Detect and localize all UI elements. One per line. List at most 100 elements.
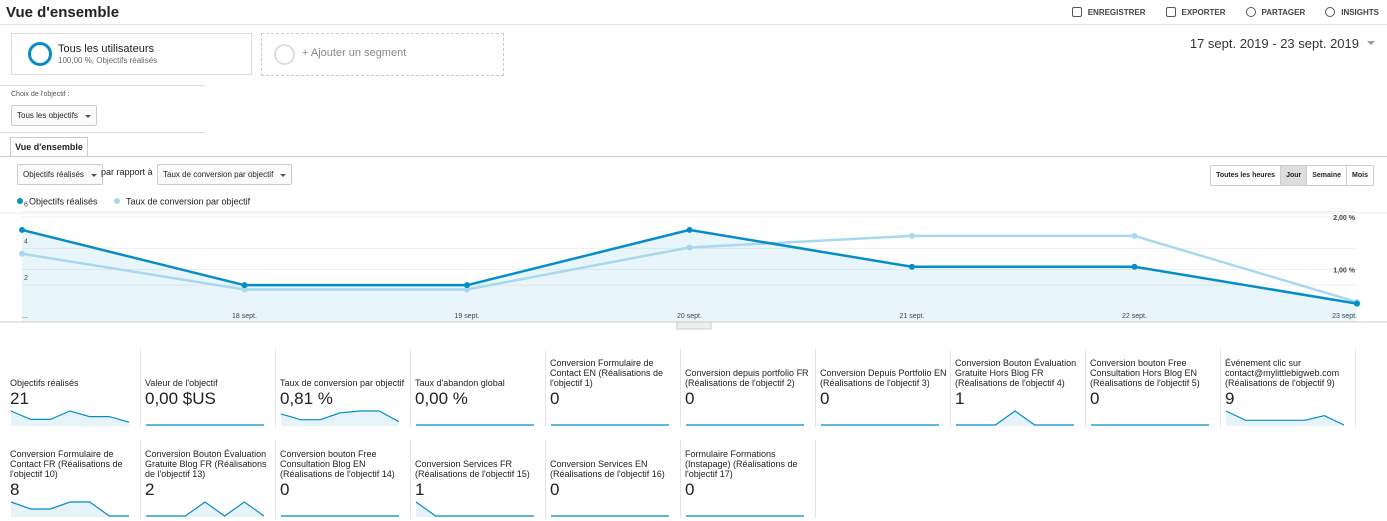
scorecard-value: 0,81 % [280, 389, 333, 408]
point [241, 286, 248, 293]
divider [0, 132, 205, 133]
point [241, 282, 248, 289]
sparkline [1091, 424, 1209, 426]
point [686, 244, 693, 251]
scorecard-label: Conversion Bouton Évaluation Gratuite Bl… [145, 449, 267, 479]
x-tick-label: ... [22, 313, 28, 320]
period-button[interactable]: Toutes les heures [1211, 166, 1281, 185]
scorecard: Conversion bouton Free Consultation Hors… [1090, 349, 1221, 427]
add-segment[interactable]: + Ajouter un segment [261, 33, 504, 76]
scorecard: Événement clic sur contact@mylittlebigwe… [1225, 349, 1356, 427]
y-tick-label: 6 [24, 202, 28, 209]
scorecard: Conversion Depuis Portfolio EN (Réalisat… [820, 349, 951, 427]
versus-label: par rapport à [101, 167, 153, 177]
scorecard-label: Conversion Services FR (Réalisations de … [415, 459, 530, 479]
scorecard-label: Formulaire Formations (Instapage) (Réali… [685, 449, 798, 479]
sparkline [10, 501, 129, 517]
action[interactable]: PARTAGER [1245, 7, 1306, 17]
y-tick-label: 4 [24, 238, 28, 245]
goal-label: Choix de l'objectif : [11, 91, 70, 98]
point [1131, 232, 1138, 239]
point [1354, 300, 1360, 307]
action-label: ENREGISTRER [1087, 7, 1146, 17]
segment-icon [28, 42, 52, 66]
scorecard-label: Valeur de l'objectif [145, 378, 218, 388]
divider [0, 156, 1387, 157]
sparkline [415, 501, 534, 517]
scorecard: Conversion Bouton Évaluation Gratuite Bl… [145, 440, 276, 518]
sparkline-area [146, 502, 264, 517]
scorecard-value: 0 [820, 389, 830, 408]
segment-icon [274, 44, 295, 65]
scorecard-value: 2 [145, 480, 155, 499]
sparkline-area [11, 411, 129, 426]
sparkline [956, 410, 1074, 426]
point [19, 250, 25, 257]
tab[interactable]: Vue d'ensemble [10, 137, 88, 157]
scorecard: Conversion Services EN (Réalisations de … [550, 440, 681, 518]
period-button[interactable]: Jour [1280, 166, 1307, 185]
scorecard: Conversion Services FR (Réalisations de … [415, 440, 546, 518]
scorecard-label: Conversion Services EN (Réalisations de … [550, 459, 665, 479]
action-label: EXPORTER [1181, 7, 1226, 17]
scorecard: Objectifs réalisés 21 [10, 349, 141, 427]
sparkline-area [416, 502, 534, 517]
page-title: Vue d'ensemble [6, 4, 120, 21]
actions: ENREGISTRER EXPORTER PARTAGER INSIGHTS [1071, 7, 1379, 17]
period-button[interactable]: Mois [1346, 166, 1373, 185]
add-segment-label: + Ajouter un segment [302, 47, 407, 59]
action-label: PARTAGER [1261, 7, 1306, 17]
point [909, 232, 915, 239]
period-switch: Toutes les heures Jour Semaine Mois [1210, 165, 1374, 186]
sparkline-area [11, 502, 129, 517]
scorecard-label: Conversion Formulaire de Contact FR (Réa… [10, 449, 123, 479]
x-tick-label: 18 sept. [232, 313, 257, 320]
y2-tick-label: 2,00 % [1333, 215, 1356, 222]
scorecard: Taux d'abandon global 0,00 % [415, 349, 546, 427]
point [19, 226, 25, 233]
scorecard-value: 0 [685, 480, 695, 499]
scorecard-label: Conversion Formulaire de Contact EN (Réa… [550, 358, 664, 388]
scorecard-value: 8 [10, 480, 20, 499]
scorecard: Taux de conversion par objectif 0,81 % [280, 349, 411, 427]
sparkline-line [10, 501, 129, 517]
sparkline-line [956, 410, 1074, 426]
scorecard-value: 1 [415, 480, 425, 499]
y-tick-label: 2 [24, 275, 28, 282]
scorecard-label: Conversion bouton Free Consultation Hors… [1090, 358, 1200, 388]
metric-dropdown[interactable]: Objectifs réalisés [17, 164, 103, 185]
action[interactable]: EXPORTER [1165, 7, 1226, 17]
sparkline [686, 424, 804, 426]
segment[interactable]: Tous les utilisateurs 100,00 %, Objectif… [11, 33, 252, 75]
scorecard-value: 1 [955, 389, 965, 408]
x-tick-label: 22 sept. [1122, 313, 1147, 320]
scorecard-label: Conversion depuis portfolio FR (Réalisat… [685, 368, 809, 388]
sparkline-area [956, 411, 1074, 426]
scorecard-value: 0 [280, 480, 290, 499]
sparkline [551, 424, 669, 426]
x-tick-label: 19 sept. [455, 313, 480, 320]
sparkline [686, 515, 804, 517]
scorecard-value: 0,00 % [415, 389, 468, 408]
sparkline [146, 501, 265, 517]
chart: Objectifs réalisés Taux de conversion par… [0, 197, 1387, 330]
sparkline [280, 410, 400, 426]
scorecard: Conversion depuis portfolio FR (Réalisat… [685, 349, 816, 427]
sparkline [146, 424, 264, 426]
action[interactable]: INSIGHTS [1325, 7, 1379, 17]
scorecard-value: 0 [1090, 389, 1100, 408]
goal-dropdown[interactable]: Tous les objectifs [11, 105, 97, 126]
action[interactable]: ENREGISTRER [1071, 7, 1146, 17]
scorecard-label: Taux de conversion par objectif [280, 378, 405, 388]
scorecard-label: Taux d'abandon global [415, 378, 505, 388]
x-tick-label: 20 sept. [677, 313, 702, 320]
point [1131, 263, 1138, 270]
action-label: INSIGHTS [1341, 7, 1379, 17]
point [686, 226, 693, 233]
period-button[interactable]: Semaine [1306, 166, 1347, 185]
legend-label: Taux de conversion par objectif [126, 197, 251, 207]
metric-dropdown[interactable]: Taux de conversion par objectif [157, 164, 293, 185]
scorecard-value: 9 [1225, 389, 1235, 408]
date-range[interactable]: 17 sept. 2019 - 23 sept. 2019 [1189, 36, 1376, 51]
sparkline [821, 424, 939, 426]
